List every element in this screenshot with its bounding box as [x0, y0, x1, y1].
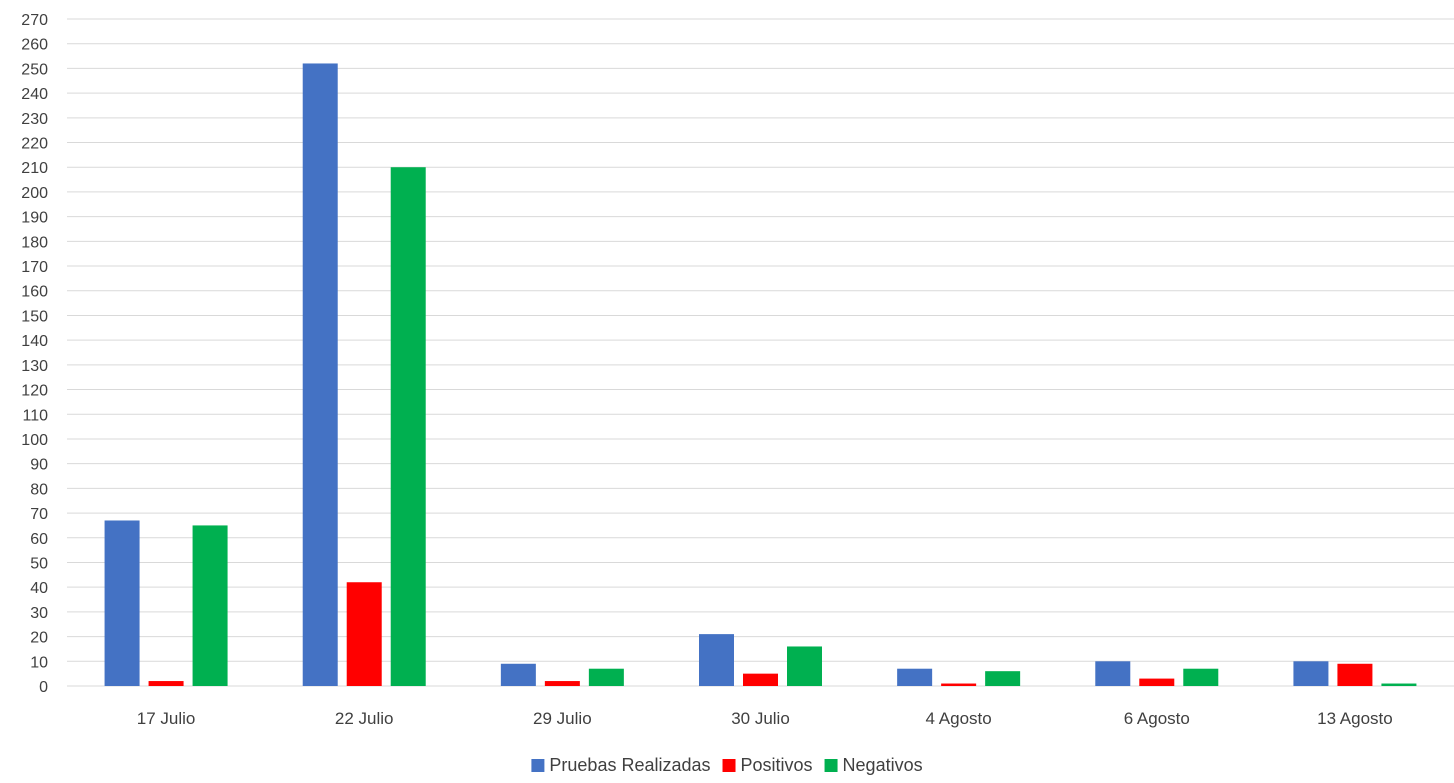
- bar-negativos: [390, 167, 426, 686]
- gridlines: [67, 18, 1454, 687]
- y-tick-label: 210: [21, 160, 48, 177]
- x-tick-label: 17 Julio: [137, 709, 196, 728]
- bar-negativos: [985, 671, 1021, 686]
- legend[interactable]: Pruebas Realizadas Positivos Negativos: [531, 755, 923, 775]
- bar-positivos: [1139, 678, 1175, 686]
- y-tick-label: 170: [21, 259, 48, 276]
- bar-negativos: [1381, 683, 1417, 686]
- y-tick-label: 230: [21, 111, 48, 128]
- bar-positivos: [941, 683, 977, 686]
- bars: [104, 63, 1417, 686]
- bar-pruebas-realizadas: [104, 520, 140, 686]
- y-tick-label: 220: [21, 136, 48, 153]
- y-tick-label: 40: [30, 580, 48, 597]
- y-tick-label: 190: [21, 210, 48, 227]
- legend-item-negativos[interactable]: Negativos: [824, 755, 923, 775]
- x-tick-label: 4 Agosto: [926, 709, 992, 728]
- y-tick-label: 30: [30, 605, 48, 622]
- legend-swatch: [722, 759, 736, 772]
- bar-pruebas-realizadas: [897, 668, 933, 686]
- bar-negativos: [192, 525, 228, 686]
- x-tick-label: 30 Julio: [731, 709, 790, 728]
- x-tick-label: 22 Julio: [335, 709, 394, 728]
- legend-item-pruebas-realizadas[interactable]: Pruebas Realizadas: [531, 755, 711, 775]
- y-tick-label: 240: [21, 86, 48, 103]
- y-tick-label: 270: [21, 12, 48, 29]
- x-axis-category-labels: 17 Julio 22 Julio 29 Julio 30 Julio 4 Agosto…: [137, 709, 1393, 728]
- bar-pruebas-realizadas: [1095, 661, 1131, 686]
- y-tick-label: 80: [30, 481, 48, 498]
- bar-positivos: [1337, 663, 1373, 686]
- bar-negativos: [1183, 668, 1219, 686]
- bar-pruebas-realizadas: [1293, 661, 1329, 686]
- bar-positivos: [544, 681, 580, 686]
- bar-pruebas-realizadas: [500, 663, 536, 686]
- x-tick-label: 6 Agosto: [1124, 709, 1190, 728]
- y-tick-label: 130: [21, 358, 48, 375]
- y-axis-tick-labels: 0 10 20 30 40 50 60 70 80 90 100 110 120 130 140 150 160…: [21, 12, 48, 696]
- y-tick-label: 60: [30, 531, 48, 548]
- y-tick-label: 180: [21, 234, 48, 251]
- bar-positivos: [148, 681, 184, 686]
- y-tick-label: 200: [21, 185, 48, 202]
- y-tick-label: 110: [22, 407, 48, 424]
- y-tick-label: 0: [39, 679, 48, 696]
- y-tick-label: 70: [30, 506, 48, 523]
- x-tick-label: 29 Julio: [533, 709, 592, 728]
- y-tick-label: 20: [30, 630, 48, 647]
- legend-label: Pruebas Realizadas: [549, 755, 710, 775]
- bar-pruebas-realizadas: [699, 634, 734, 686]
- legend-item-positivos[interactable]: Positivos: [722, 755, 813, 775]
- y-tick-label: 140: [21, 333, 48, 350]
- bar-pruebas-realizadas: [302, 63, 338, 686]
- y-tick-label: 50: [30, 555, 48, 572]
- y-tick-label: 150: [21, 308, 48, 325]
- x-tick-label: 13 Agosto: [1317, 709, 1393, 728]
- y-tick-label: 260: [21, 37, 48, 54]
- legend-swatch: [824, 759, 838, 772]
- bar-positivos: [743, 673, 778, 686]
- bar-negativos: [588, 668, 624, 686]
- y-tick-label: 100: [21, 432, 48, 449]
- legend-swatch: [531, 759, 545, 772]
- legend-label: Positivos: [741, 755, 813, 775]
- y-tick-label: 160: [21, 284, 48, 301]
- y-tick-label: 90: [30, 457, 48, 474]
- y-tick-label: 120: [21, 383, 48, 400]
- y-tick-label: 10: [30, 654, 48, 671]
- y-tick-label: 250: [21, 61, 48, 78]
- bar-negativos: [787, 646, 822, 686]
- legend-label: Negativos: [843, 755, 923, 775]
- bar-positivos: [346, 582, 382, 686]
